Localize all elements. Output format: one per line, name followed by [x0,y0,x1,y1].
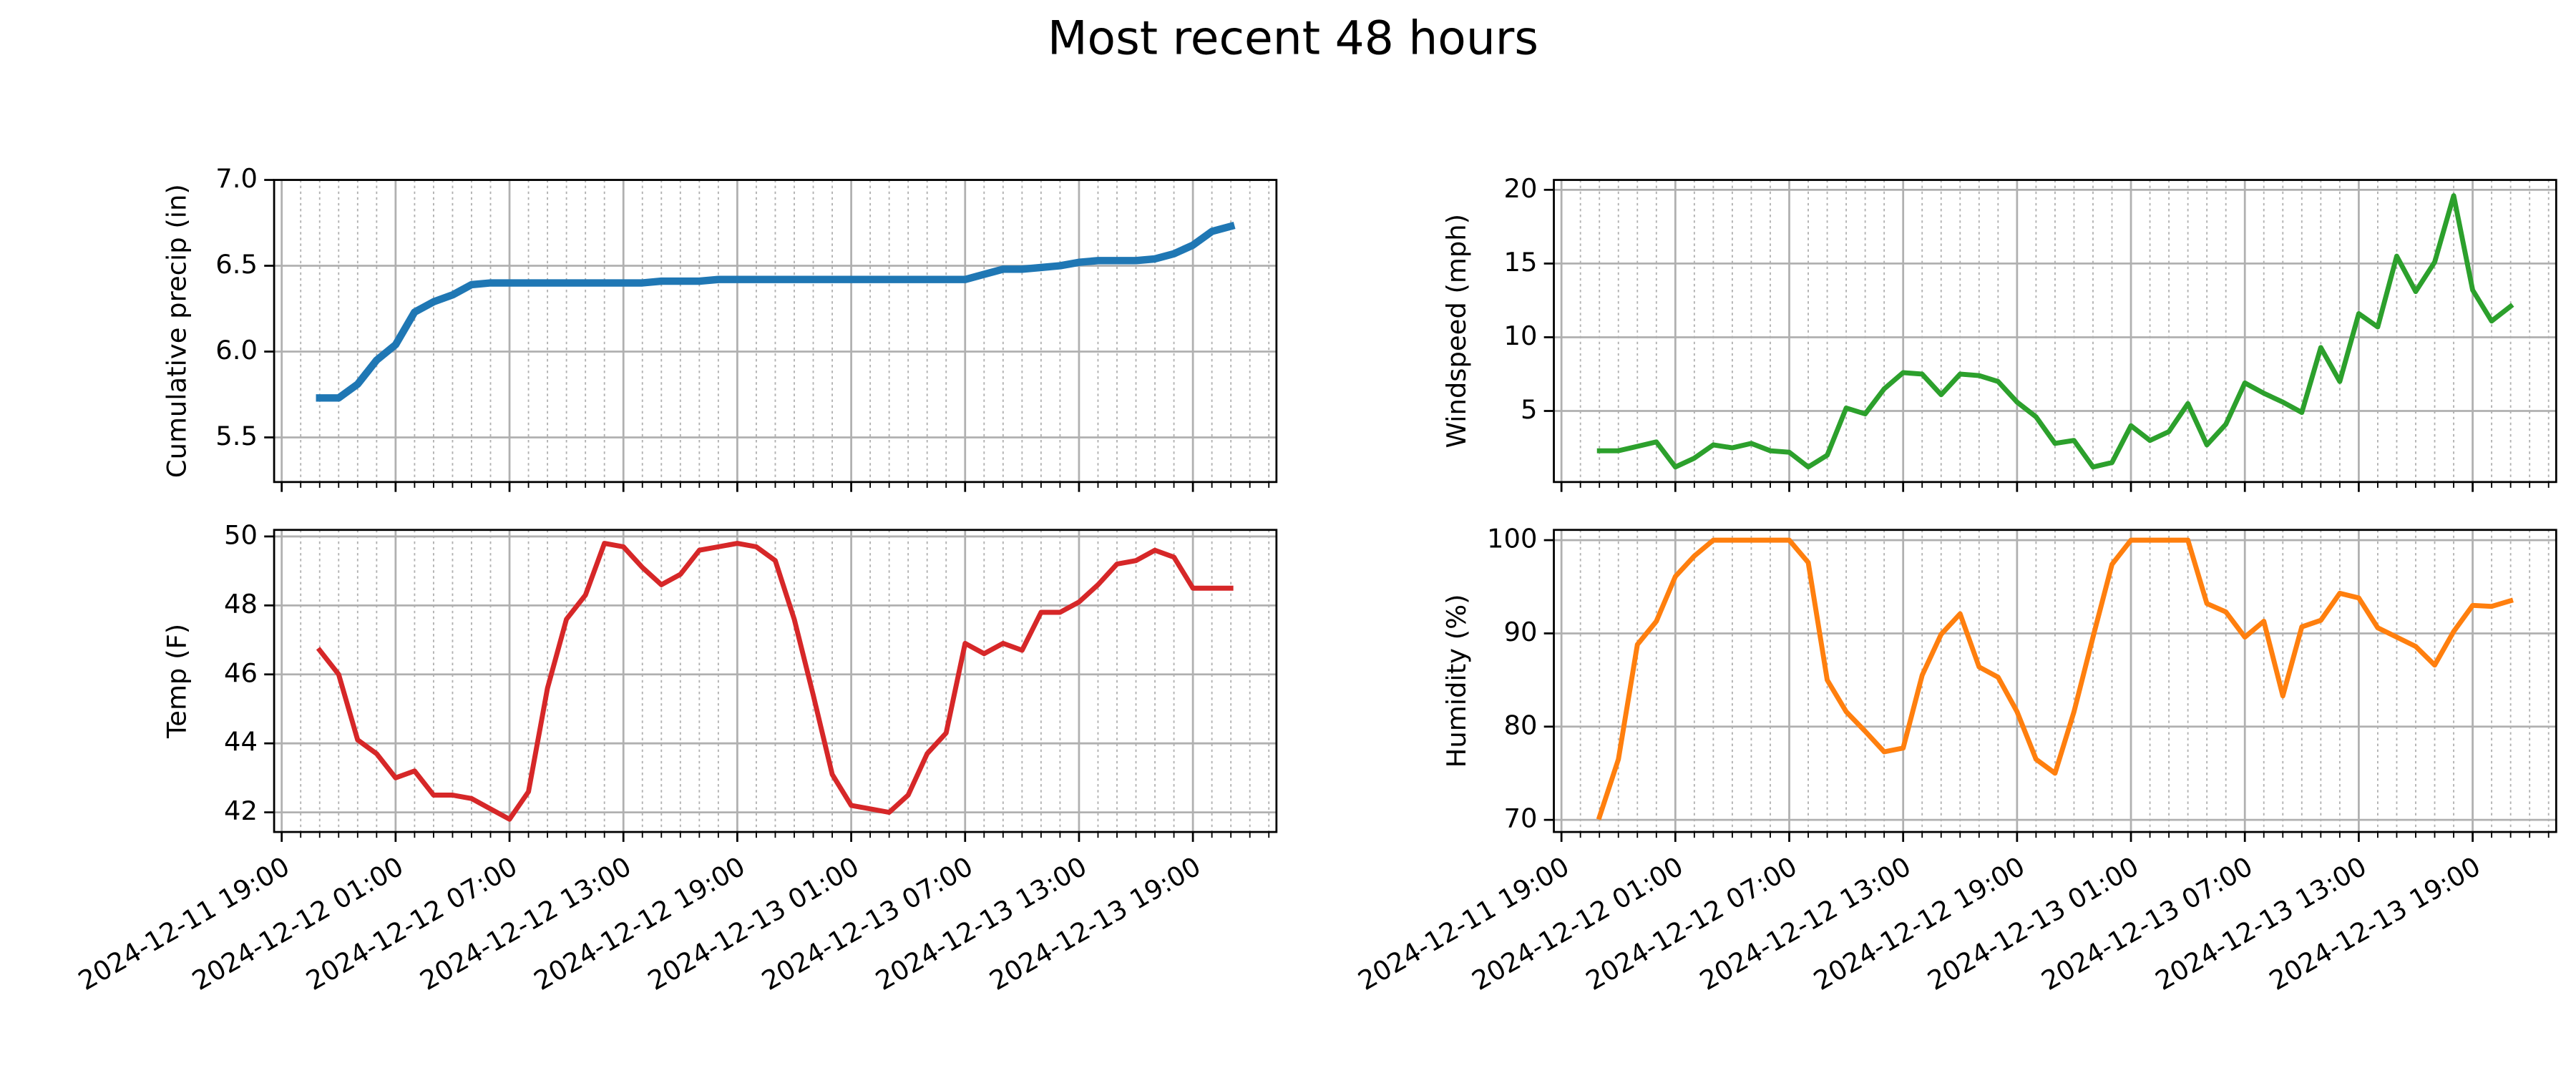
data-line [1596,537,2514,820]
axes-frame [273,529,1278,833]
y-axis-label: Cumulative precip (in) [162,184,192,478]
plot-area [316,221,1236,402]
y-tick-label: 80 [1503,710,1537,740]
y-tick-label: 46 [224,657,258,688]
y-tick-label: 10 [1503,320,1537,351]
figure-title: Most recent 48 hours [1048,11,1538,65]
y-tick-label: 44 [224,727,258,758]
y-tick-label: 5.5 [215,421,258,451]
axes-frame [273,179,1278,484]
y-axis-label: Temp (F) [162,624,192,739]
y-tick-label: 6.0 [215,335,258,366]
y-tick-label: 6.5 [215,249,258,280]
y-axis-label: Windspeed (mph) [1441,214,1472,449]
y-axis-label: Humidity (%) [1441,594,1472,768]
y-tick-label: 50 [224,519,258,550]
plot-area [1596,537,2514,820]
y-tick-label: 48 [224,589,258,619]
data-line [316,541,1234,822]
axes-frame [1553,179,2557,484]
data-line [316,221,1236,402]
y-tick-label: 15 [1503,247,1537,278]
y-tick-label: 5 [1521,394,1537,425]
y-tick-label: 42 [224,795,258,826]
y-tick-label: 90 [1503,617,1537,647]
y-tick-label: 7.0 [215,163,258,194]
plot-area [1596,193,2514,470]
axes-frame [1553,529,2557,833]
y-tick-label: 70 [1503,803,1537,834]
y-tick-label: 100 [1487,524,1537,554]
y-tick-label: 20 [1503,173,1537,204]
data-line [1596,193,2514,470]
plot-area [316,541,1234,822]
